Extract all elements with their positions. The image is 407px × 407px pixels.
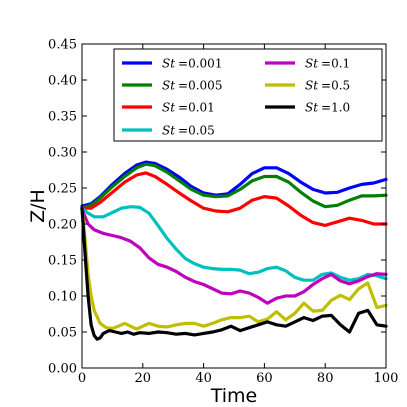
y-tick-label: 0.25 [48, 182, 77, 197]
legend-label-3: St =0.05 [162, 124, 215, 138]
series-line-6 [80, 206, 388, 341]
x-tick-label: 20 [135, 371, 152, 386]
y-axis-label: Z/H [27, 189, 49, 223]
legend-label-2: St =0.01 [162, 101, 215, 115]
y-tick-label: 0.00 [48, 362, 77, 377]
plot-series-group [80, 160, 388, 341]
series-line-0 [80, 160, 388, 208]
plot-area-frame [81, 43, 387, 369]
y-tick-label: 0.30 [48, 146, 77, 161]
legend-label-5: St =0.5 [305, 79, 350, 93]
legend-label-4: St =0.1 [305, 57, 350, 71]
y-tick-label: 0.35 [48, 110, 77, 125]
y-tick-label: 0.10 [48, 290, 77, 305]
y-tick-label: 0.20 [48, 218, 77, 233]
x-tick-label: 100 [374, 371, 399, 386]
legend-label-0: St =0.001 [162, 57, 222, 71]
series-line-5 [80, 206, 388, 331]
axis-ticks-group: 0 20 40 60 80 100 0.00 0.05 0.10 0.15 0.20 0.25 0.30… [48, 38, 398, 387]
y-tick-label: 0.40 [48, 74, 77, 89]
y-tick-label: 0.15 [48, 254, 77, 269]
x-tick-label: 60 [256, 371, 273, 386]
x-tick-label: 0 [78, 371, 86, 386]
legend-box [113, 48, 383, 142]
legend: St =0.001 St =0.005 St =0.01 St =0.05 St =0.1 St =0… [113, 48, 383, 142]
y-tick-label: 0.45 [48, 38, 77, 53]
series-line-4 [80, 208, 388, 305]
series-line-2 [80, 171, 388, 227]
legend-label-1: St =0.005 [162, 79, 222, 93]
x-tick-label: 40 [195, 371, 212, 386]
x-axis-label: Time [210, 385, 258, 407]
series-line-3 [80, 205, 388, 282]
series-line-1 [80, 162, 388, 210]
legend-label-6: St =1.0 [305, 101, 350, 115]
x-tick-label: 80 [317, 371, 334, 386]
y-tick-label: 0.05 [48, 326, 77, 341]
